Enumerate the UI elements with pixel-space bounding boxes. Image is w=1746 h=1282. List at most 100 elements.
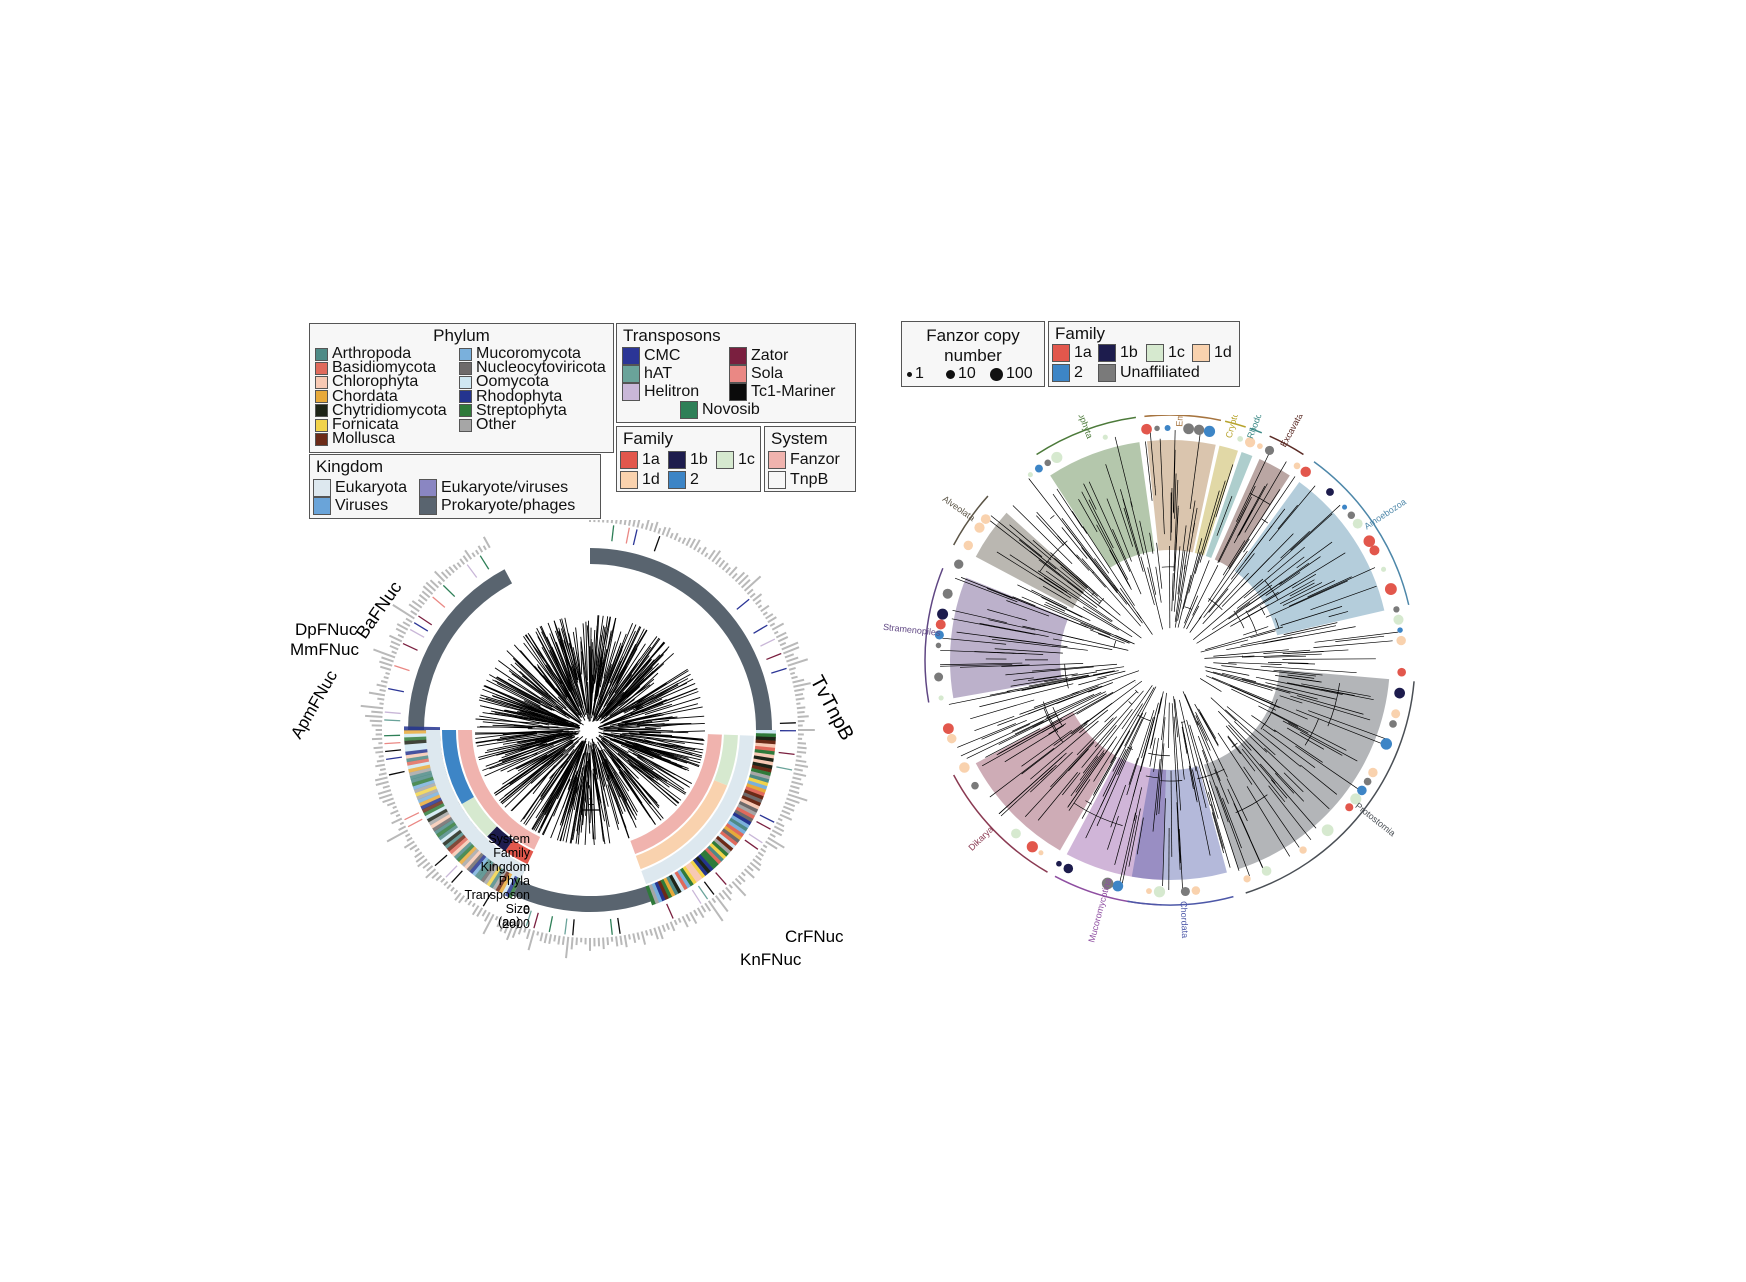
- tree-branch: [960, 724, 1030, 757]
- phyla-cell: [755, 730, 776, 734]
- tree-branch: [1221, 672, 1257, 683]
- tip-dot: [1389, 720, 1397, 728]
- tree-branch: [641, 691, 699, 713]
- legend-item: Chlorophyta: [315, 374, 418, 390]
- tree-branch: [1212, 602, 1251, 630]
- kingdom-ring: [426, 730, 527, 879]
- size-bar: [475, 549, 480, 555]
- tree-branch: [507, 739, 573, 773]
- legend-swatch: [716, 451, 734, 469]
- transposon-mark: [394, 665, 410, 672]
- tree-branch: [1128, 808, 1141, 867]
- size-bar: [783, 805, 795, 812]
- tree-arc: [1245, 610, 1257, 634]
- transposon-mark: [404, 812, 420, 821]
- size-bar: [794, 763, 809, 768]
- tree-branch: [617, 752, 680, 804]
- tree-branch: [992, 638, 1054, 647]
- tree-branch: [996, 724, 1052, 756]
- size-bar: [610, 520, 614, 524]
- ring-label: Kingdom: [481, 860, 530, 874]
- legend-item: Eukaryota: [313, 479, 407, 497]
- tree-branch: [603, 682, 667, 722]
- tree-branch: [1045, 691, 1102, 719]
- size-bar: [425, 868, 437, 879]
- tree-branch: [479, 697, 569, 726]
- size-bar: [395, 813, 401, 818]
- size-bar: [644, 520, 650, 530]
- size-bar: [740, 871, 746, 877]
- tree-branch: [580, 636, 589, 697]
- tree-branch: [599, 630, 612, 688]
- tree-branch: [553, 736, 584, 762]
- tree-branch: [580, 641, 583, 675]
- transposon-mark: [407, 818, 423, 828]
- tree-branch: [1196, 591, 1279, 644]
- tree-branch: [501, 745, 537, 759]
- tree-branch: [1263, 649, 1311, 654]
- tree-branch: [1044, 677, 1068, 683]
- tree-branch: [1210, 804, 1224, 849]
- phyla-cell: [735, 806, 755, 820]
- tip-dot: [1264, 445, 1275, 456]
- size-bar: [383, 676, 389, 680]
- tree-branch: [1286, 727, 1325, 750]
- tip-dot: [1350, 793, 1362, 805]
- size-bar: [398, 825, 407, 831]
- legend-swatch: [459, 347, 472, 361]
- size-bar: [365, 714, 383, 718]
- phyla-cell: [692, 858, 709, 877]
- phyla-cell: [751, 764, 772, 773]
- size-bar: [771, 829, 783, 837]
- legend-swatch: [768, 451, 786, 469]
- tree-branch: [1279, 582, 1323, 605]
- tip-dot: [1034, 464, 1043, 473]
- transposon-mark: [760, 638, 776, 647]
- tree-branch: [1300, 764, 1338, 795]
- legend-swatch: [315, 404, 328, 418]
- tree-branch: [591, 738, 609, 807]
- clade-arc: [1249, 427, 1263, 434]
- size-bar: [408, 603, 420, 613]
- legend-item: Chordata: [315, 388, 398, 404]
- tree-branch: [1273, 669, 1323, 676]
- tree-branch: [1031, 589, 1068, 609]
- size-bar: [784, 653, 795, 659]
- phyla-cell: [404, 726, 441, 731]
- size-bar: [731, 572, 738, 580]
- tree-branch: [584, 758, 590, 845]
- tip-dot: [1345, 803, 1354, 812]
- tree-branch: [1288, 662, 1316, 665]
- size-bar: [767, 616, 777, 624]
- size-bar: [788, 666, 796, 671]
- tree-branch: [1183, 538, 1203, 610]
- tree-branch: [599, 631, 622, 698]
- tree-branch: [1113, 584, 1143, 624]
- tree-branch: [597, 741, 638, 813]
- tree-branch: [1226, 637, 1293, 651]
- size-bar: [681, 915, 689, 928]
- tree-branch: [1071, 671, 1097, 677]
- tree-branch: [1244, 461, 1287, 533]
- size-ring: [360, 520, 815, 959]
- clade-label: Excavata: [1278, 415, 1304, 449]
- ring-label: System: [488, 832, 530, 846]
- size-bar: [765, 613, 774, 620]
- tree-branch: [1052, 645, 1088, 651]
- size-bar: [471, 905, 480, 916]
- tree-branch: [994, 648, 1063, 654]
- tree-arc: [1261, 518, 1269, 524]
- size-bar: [749, 592, 756, 599]
- legend-item: Chytridiomycota: [315, 402, 447, 418]
- legend-swatch: [459, 390, 472, 404]
- size-bar: [386, 801, 396, 807]
- size-bar: [386, 829, 409, 843]
- size-bar: [793, 772, 807, 777]
- tree-branch: [1174, 473, 1177, 519]
- tree-branch: [510, 745, 575, 812]
- tree-branch: [1140, 717, 1156, 772]
- tree-branch: [1283, 622, 1338, 635]
- transposon-mark: [442, 584, 456, 598]
- tree-branch: [531, 772, 566, 830]
- legend-swatch: [1052, 344, 1070, 362]
